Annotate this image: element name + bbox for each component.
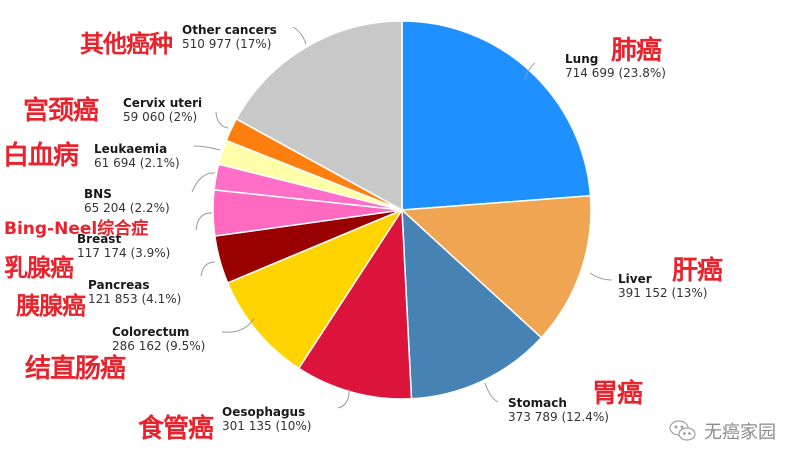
label-lung-name: Lung [565, 52, 599, 66]
cn-label-colorectum: 结直肠癌 [25, 354, 126, 384]
leader-line-bns [191, 172, 216, 193]
cn-label-stomach: 胃癌 [592, 379, 643, 409]
label-breast-name: Breast [77, 232, 122, 246]
pie-slice-lung [401, 20, 592, 211]
label-leukaemia: Leukaemia 61 694 (2.1%) [94, 142, 180, 171]
label-leukaemia-value: 61 694 (2.1%) [94, 155, 180, 170]
label-lung: Lung 714 699 (23.8%) [565, 52, 666, 81]
label-cervix: Cervix uteri 59 060 (2%) [123, 96, 203, 125]
label-breast: Breast 117 174 (3.9%) [77, 232, 171, 261]
label-leukaemia-name: Leukaemia [94, 142, 168, 156]
label-oesophagus-name: Oesophagus [222, 405, 306, 419]
leader-line-liver [589, 272, 613, 281]
label-oesophagus: Oesophagus 301 135 (10%) [222, 405, 312, 434]
label-other-name: Other cancers [182, 23, 277, 37]
leader-line-leukaemia [193, 145, 221, 151]
wechat-icon [669, 420, 696, 441]
label-pancreas-name: Pancreas [88, 278, 150, 292]
label-colorectum-name: Colorectum [112, 325, 190, 339]
label-oesophagus-value: 301 135 (10%) [222, 418, 312, 433]
label-cervix-value: 59 060 (2%) [123, 109, 198, 124]
cn-label-pancreas: 胰腺癌 [16, 292, 86, 320]
cn-label-bns: Bing-Neel综合症 [4, 219, 149, 239]
label-breast-value: 117 174 (3.9%) [77, 245, 171, 260]
cn-label-lung: 肺癌 [611, 36, 662, 66]
leader-line-other [292, 26, 307, 45]
label-pancreas-value: 121 853 (4.1%) [88, 291, 182, 306]
pie-slice-oesophagus [297, 207, 413, 400]
label-pancreas: Pancreas 121 853 (4.1%) [88, 278, 182, 307]
leader-line-oesophagus [337, 388, 350, 409]
pie-slice-stomach [401, 208, 543, 400]
label-liver-name: Liver [618, 272, 652, 286]
leader-line-breast [195, 212, 213, 231]
label-stomach-name: Stomach [508, 396, 567, 410]
leader-line-stomach [484, 382, 499, 403]
label-cervix-name: Cervix uteri [123, 96, 203, 110]
leader-line-lung [524, 62, 536, 81]
watermark: 无癌家园 [668, 418, 776, 444]
leader-lines [191, 26, 613, 409]
pie-slice-colorectum [226, 208, 404, 370]
label-liver-value: 391 152 (13%) [618, 285, 708, 300]
cn-label-leukaemia: 白血病 [3, 141, 79, 171]
cn-label-liver: 肝癌 [672, 256, 723, 286]
pie-slices [212, 20, 592, 400]
cn-label-cervix: 宫颈癌 [23, 96, 99, 126]
cn-label-other: 其他癌种 [80, 30, 173, 58]
label-stomach-value: 373 789 (12.4%) [508, 409, 609, 424]
label-bns-value: 65 204 (2.2%) [84, 200, 170, 215]
label-bns: BNS 65 204 (2.2%) [84, 187, 170, 216]
cn-label-oesophagus: 食管癌 [138, 414, 214, 444]
label-lung-value: 714 699 (23.8%) [565, 65, 666, 80]
label-stomach: Stomach 373 789 (12.4%) [508, 396, 609, 425]
pie-slice-liver [400, 194, 592, 339]
leader-line-cervix [215, 111, 229, 129]
leader-line-pancreas [200, 261, 216, 277]
label-bns-name: BNS [84, 187, 112, 201]
pie-slice-other-cancers [235, 20, 403, 212]
label-colorectum-value: 286 162 (9.5%) [112, 338, 206, 353]
watermark-text: 无癌家园 [704, 422, 776, 443]
label-other-value: 510 977 (17%) [182, 36, 272, 51]
label-other: Other cancers 510 977 (17%) [182, 23, 277, 52]
label-liver: Liver 391 152 (13%) [618, 272, 708, 301]
cn-label-breast: 乳腺癌 [4, 254, 74, 282]
leader-line-colorectum [221, 317, 255, 333]
label-colorectum: Colorectum 286 162 (9.5%) [112, 325, 206, 354]
